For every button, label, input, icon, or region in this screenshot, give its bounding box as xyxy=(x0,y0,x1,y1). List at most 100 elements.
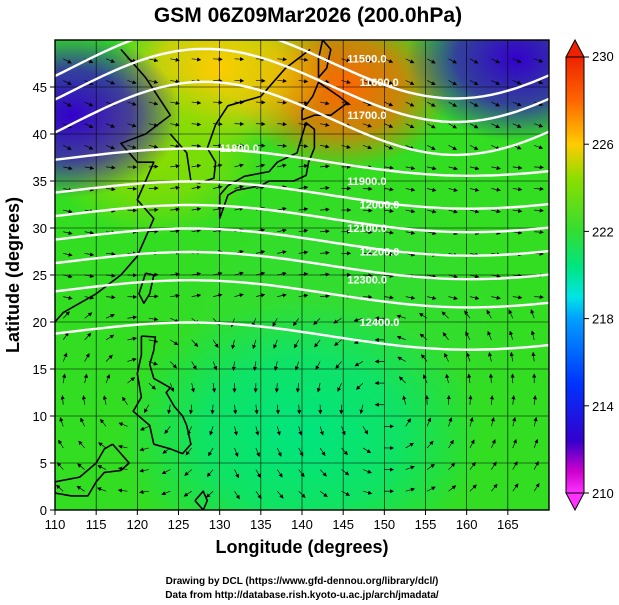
wind-arrow xyxy=(426,144,436,150)
wind-arrow xyxy=(127,336,137,341)
wind-arrow xyxy=(359,404,364,415)
wind-arrow xyxy=(106,165,116,170)
wind-arrow xyxy=(426,80,436,86)
x-axis-label: Longitude (degrees) xyxy=(215,537,388,557)
wind-arrow xyxy=(512,416,517,427)
wind-arrow xyxy=(354,361,364,367)
wind-arrow xyxy=(185,447,192,456)
x-tick-label: 150 xyxy=(373,517,395,532)
wind-arrow xyxy=(320,122,330,127)
wind-arrow xyxy=(187,426,192,436)
wind-arrow xyxy=(427,230,437,236)
wind-arrow xyxy=(191,163,202,168)
contour-label: 11800.0 xyxy=(220,143,259,155)
wind-arrow xyxy=(118,444,128,449)
wind-arrow xyxy=(362,447,372,454)
wind-arrow xyxy=(56,462,64,470)
wind-arrow xyxy=(294,361,300,371)
wind-arrow xyxy=(277,143,287,148)
wind-arrow xyxy=(105,123,116,128)
wind-arrow xyxy=(533,438,539,449)
wind-arrow xyxy=(211,383,217,393)
wind-arrow xyxy=(512,58,522,63)
wind-arrow xyxy=(384,80,394,85)
wind-arrow xyxy=(234,185,244,190)
contour-label: 12200.0 xyxy=(360,246,400,258)
wind-arrow xyxy=(80,417,85,427)
wind-arrow xyxy=(405,209,416,214)
wind-arrow xyxy=(491,461,497,470)
wind-arrow xyxy=(362,251,373,256)
wind-arrow xyxy=(188,404,194,415)
wind-arrow xyxy=(148,361,158,366)
wind-arrow xyxy=(469,417,474,427)
wind-arrow xyxy=(170,207,180,212)
contour-labels: 11500.0 11600.0 11700.0 11800.0 11900.0 12000… xyxy=(220,54,400,329)
wind-arrow xyxy=(213,185,223,190)
wind-arrow xyxy=(170,57,180,62)
wind-arrow xyxy=(63,166,73,171)
wind-arrow xyxy=(334,339,342,347)
contour-line xyxy=(55,40,549,100)
wind-arrow xyxy=(209,426,214,436)
wind-arrow xyxy=(170,293,180,299)
wind-arrow xyxy=(469,484,477,492)
wind-arrow xyxy=(213,271,223,276)
wind-arrow xyxy=(320,272,330,277)
wind-arrow xyxy=(512,187,523,192)
wind-arrow xyxy=(512,208,523,213)
wind-arrow xyxy=(84,312,93,319)
wind-arrow xyxy=(469,123,479,129)
wind-arrow xyxy=(102,395,107,405)
wind-arrow xyxy=(448,144,458,150)
wind-arrow xyxy=(170,164,180,169)
wind-arrow xyxy=(127,377,136,384)
colorbar-tick-label: 218 xyxy=(592,312,614,327)
wind-arrow xyxy=(405,465,415,470)
wind-arrow xyxy=(139,447,149,452)
wind-arrow xyxy=(274,383,279,393)
wind-arrow xyxy=(534,186,544,191)
wind-arrow xyxy=(190,383,195,393)
chart-title: GSM 06Z09Mar2026 (200.0hPa) xyxy=(154,4,462,27)
wind-arrow xyxy=(337,382,342,392)
wind-arrow xyxy=(448,101,458,107)
wind-arrow xyxy=(148,144,159,149)
wind-arrow xyxy=(275,404,280,415)
wind-arrow xyxy=(148,101,159,106)
contour-line xyxy=(55,203,549,234)
wind-arrow xyxy=(320,101,330,106)
plot-area: 11500.0 11600.0 11700.0 11800.0 11900.0 12000… xyxy=(55,40,549,510)
y-tick-label: 30 xyxy=(33,221,47,236)
wind-arrow xyxy=(183,490,192,497)
wind-arrow xyxy=(341,79,351,84)
wind-arrow xyxy=(144,404,150,414)
wind-arrow xyxy=(469,439,475,449)
wind-arrow xyxy=(294,339,300,349)
wind-arrow xyxy=(298,228,309,233)
wind-arrow xyxy=(530,330,535,340)
wind-arrow xyxy=(448,209,458,214)
wind-arrow xyxy=(405,487,416,492)
wind-arrow xyxy=(58,439,64,449)
wind-arrow xyxy=(255,447,260,457)
wind-arrow xyxy=(170,185,180,190)
wind-arrow xyxy=(298,426,303,436)
wind-arrow xyxy=(277,100,287,105)
wind-arrow xyxy=(362,144,373,150)
temperature-region xyxy=(406,40,549,142)
wind-arrow xyxy=(426,463,435,470)
wind-arrow xyxy=(333,317,342,324)
wind-arrow xyxy=(464,310,471,319)
wind-arrow xyxy=(62,373,67,384)
wind-arrow xyxy=(465,331,471,341)
x-tick-label: 145 xyxy=(332,517,354,532)
wind-arrow xyxy=(62,331,69,341)
wind-arrow xyxy=(445,373,450,384)
wind-arrow xyxy=(191,207,202,212)
wind-arrow xyxy=(169,382,175,393)
wind-arrow xyxy=(384,295,394,300)
wind-arrow xyxy=(320,294,330,299)
wind-arrow xyxy=(184,469,192,476)
wind-arrow xyxy=(405,58,415,64)
